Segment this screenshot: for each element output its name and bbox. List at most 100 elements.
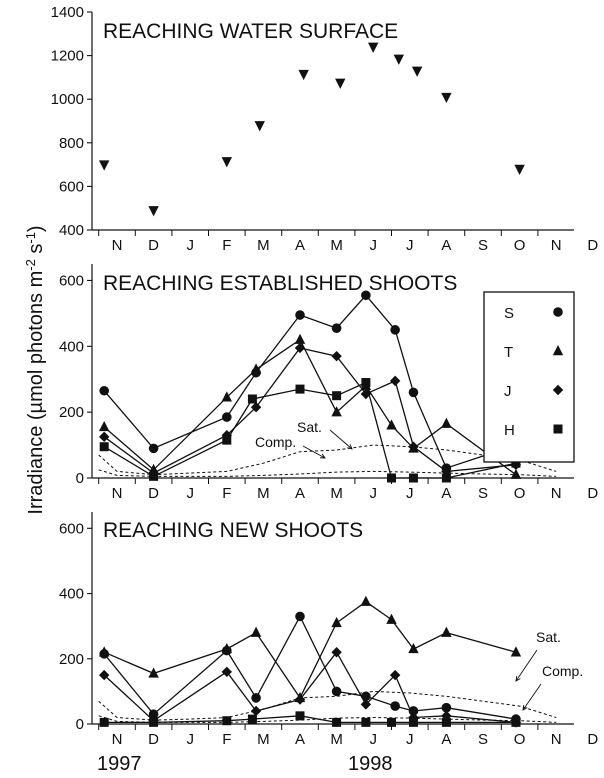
- comp-annotation-established-arrow: [302, 445, 326, 459]
- data-point-J: [360, 699, 372, 710]
- month-label: M: [330, 485, 343, 502]
- data-point-H: [332, 391, 342, 401]
- year-label-1998: 1998: [348, 753, 393, 775]
- month-label: N: [112, 731, 123, 748]
- series-line-comp: [98, 469, 557, 477]
- comp-annotation-established-label: Comp.: [255, 434, 296, 450]
- data-point-T: [441, 626, 452, 637]
- data-point-surface: [298, 69, 309, 81]
- legend-marker-J: [552, 384, 564, 396]
- sat-annotation-established-arrow: [329, 429, 353, 450]
- data-point-J: [294, 342, 306, 354]
- comp-annotation-new-arrowhead: [522, 704, 528, 711]
- data-point-S: [390, 701, 400, 711]
- month-label: D: [587, 485, 598, 502]
- data-point-surface: [98, 160, 110, 171]
- panel-title: REACHING NEW SHOOTS: [103, 519, 363, 542]
- data-point-H: [247, 394, 257, 404]
- data-point-H: [361, 717, 371, 727]
- legend: S T J H: [483, 291, 575, 463]
- sat-annotation-new-label: Sat.: [536, 629, 561, 645]
- month-label: N: [112, 237, 123, 254]
- data-point-S: [361, 290, 371, 301]
- data-point-S: [331, 686, 342, 697]
- data-point-T: [408, 642, 419, 654]
- month-label: O: [514, 485, 526, 502]
- data-point-J: [294, 694, 306, 705]
- data-point-H: [99, 442, 109, 452]
- month-label: J: [186, 237, 194, 254]
- y-tick-label: 1000: [51, 91, 84, 108]
- data-point-H: [511, 717, 521, 727]
- legend-marker-S: [553, 307, 563, 317]
- month-label: S: [478, 485, 488, 502]
- series-line-S: [103, 294, 517, 469]
- data-point-S: [222, 412, 232, 422]
- data-point-T: [250, 626, 262, 637]
- legend-box: [483, 291, 575, 463]
- month-label: J: [186, 731, 194, 748]
- month-label: D: [148, 237, 159, 254]
- y-tick-label: 600: [59, 520, 84, 537]
- month-label: O: [514, 731, 526, 748]
- month-label: A: [441, 731, 451, 748]
- month-label: J: [369, 485, 377, 502]
- data-point-J: [98, 669, 110, 681]
- y-tick-label: 400: [59, 586, 84, 603]
- sat-annotation-new-arrowhead: [515, 675, 521, 682]
- panel-title: REACHING WATER SURFACE: [103, 20, 398, 43]
- month-label: F: [222, 731, 231, 748]
- y-tick-label: 800: [59, 135, 84, 152]
- y-tick-label: 400: [59, 338, 84, 355]
- data-point-H: [295, 711, 305, 721]
- sat-annotation-established-label: Sat.: [297, 419, 322, 435]
- month-label: N: [551, 237, 562, 254]
- data-point-S: [99, 385, 109, 396]
- data-point-H: [408, 473, 418, 483]
- series-line-J: [103, 651, 516, 724]
- y-tick-label: 200: [59, 651, 84, 668]
- series-line-S: [103, 614, 517, 720]
- y-tick-label: 0: [76, 470, 84, 487]
- data-point-T: [221, 391, 232, 402]
- data-point-S: [390, 325, 400, 335]
- data-point-H: [408, 717, 418, 727]
- data-point-H: [222, 435, 232, 445]
- data-point-H: [511, 458, 521, 468]
- data-point-T: [386, 613, 397, 624]
- sat-annotation-established-arrowhead: [347, 444, 353, 450]
- data-point-T: [331, 406, 342, 417]
- data-point-S: [295, 611, 305, 622]
- series-line-J: [103, 347, 516, 474]
- data-point-H: [99, 717, 109, 727]
- month-label: D: [587, 237, 598, 254]
- month-label: A: [295, 485, 305, 502]
- data-point-H: [295, 384, 305, 394]
- data-point-H: [332, 717, 342, 727]
- data-point-surface: [254, 121, 265, 132]
- month-label: D: [587, 731, 598, 748]
- data-point-H: [247, 714, 257, 724]
- data-point-H: [222, 716, 232, 726]
- data-point-S: [408, 387, 419, 398]
- data-point-H: [387, 717, 396, 727]
- month-label: A: [441, 485, 451, 502]
- month-label: N: [112, 485, 123, 502]
- panel-water-surface: REACHING WATER SURFACE 400 600 800 1000 1200 1…: [51, 4, 599, 254]
- month-label: M: [257, 237, 270, 254]
- data-point-T: [510, 468, 522, 479]
- month-label: M: [257, 731, 270, 748]
- month-label: A: [441, 237, 451, 254]
- comp-annotation-established-arrowhead: [319, 453, 326, 459]
- year-label-1997: 1997: [97, 753, 142, 775]
- month-label: J: [406, 731, 414, 748]
- data-point-J: [98, 431, 110, 443]
- month-label: J: [406, 485, 414, 502]
- month-label: S: [478, 731, 488, 748]
- series-line-T: [103, 338, 517, 476]
- y-tick-label: 1200: [51, 48, 84, 65]
- month-label: J: [369, 237, 377, 254]
- month-label: D: [148, 731, 159, 748]
- panel-new-shoots: REACHING NEW SHOOTS 0 200 400 600 N D J F M A M J J A S…: [59, 512, 598, 748]
